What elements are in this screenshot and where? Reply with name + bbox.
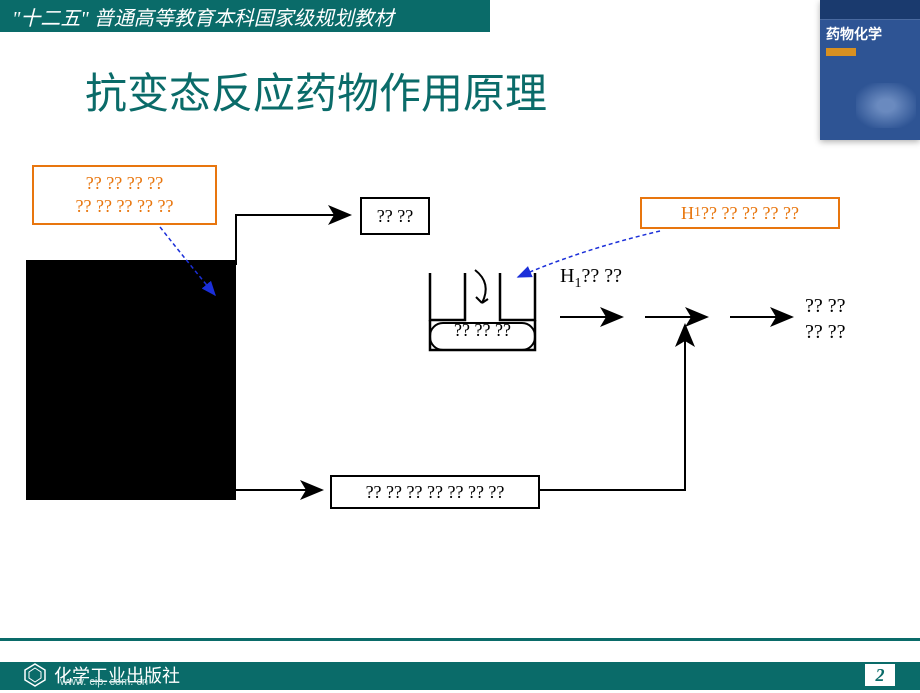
orange-left-row1: ?? ?? ?? ?? [38, 172, 211, 195]
h1-prefix: H [560, 265, 574, 287]
end-line2: ?? ?? [805, 319, 846, 345]
end-line1: ?? ?? [805, 293, 846, 319]
orange-label-right: H1?? ?? ?? ?? ?? [640, 197, 840, 229]
book-title: 药物化学 [820, 20, 920, 48]
banner-text: "十二五" 普通高等教育本科国家级规划教材 [12, 2, 394, 31]
publisher-url: www. cip. com. cn [60, 676, 148, 688]
footer-divider [0, 638, 920, 641]
orange-right-sub: 1 [694, 205, 701, 221]
orange-right-text: ?? ?? ?? ?? ?? [701, 203, 799, 224]
book-cover-image [856, 83, 916, 128]
histamine-box: ?? ?? [360, 197, 430, 235]
source-block [26, 260, 236, 500]
page-number: 2 [865, 664, 895, 686]
mediator-box: ?? ?? ?? ?? ?? ?? ?? [330, 475, 540, 509]
end-effect-label: ?? ?? ?? ?? [805, 293, 846, 345]
hex-icon [22, 662, 48, 688]
orange-left-row2: ?? ?? ?? ?? ?? [38, 195, 211, 218]
footer: 化学工业出版社 www. cip. com. cn 2 [0, 638, 920, 690]
book-subtitle-bar [826, 48, 856, 56]
histamine-text: ?? ?? [377, 206, 413, 227]
page-title: 抗变态反应药物作用原理 [85, 60, 547, 121]
mechanism-diagram: ?? ?? ?? ?? ?? ?? ?? ?? ?? H1?? ?? ?? ??… [20, 155, 890, 555]
mediator-text: ?? ?? ?? ?? ?? ?? ?? [366, 482, 505, 503]
h1-text: ?? ?? [581, 265, 622, 287]
book-thumbnail: 药物化学 [820, 0, 920, 140]
receptor-shape: ?? ?? ?? [420, 265, 545, 355]
book-top-stripe [820, 0, 920, 20]
header-banner: "十二五" 普通高等教育本科国家级规划教材 [0, 0, 490, 32]
orange-right-prefix: H [681, 203, 694, 224]
orange-label-left: ?? ?? ?? ?? ?? ?? ?? ?? ?? [32, 165, 217, 225]
h1-receptor-label: H1?? ?? [560, 265, 622, 292]
receptor-box-text: ?? ?? ?? [420, 320, 545, 341]
